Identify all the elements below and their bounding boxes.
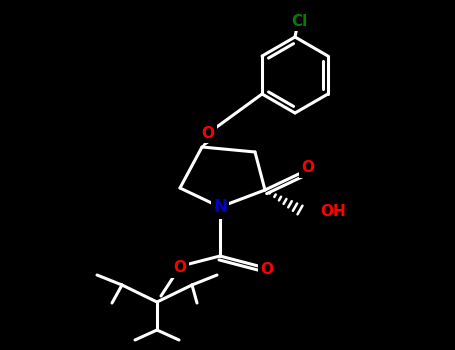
Text: O: O (202, 126, 214, 140)
Text: O: O (173, 260, 187, 275)
Text: O: O (302, 161, 314, 175)
Text: OH: OH (320, 204, 346, 219)
Polygon shape (202, 133, 216, 147)
Text: Cl: Cl (291, 14, 307, 28)
Text: O: O (261, 262, 273, 278)
Text: N: N (213, 198, 227, 216)
